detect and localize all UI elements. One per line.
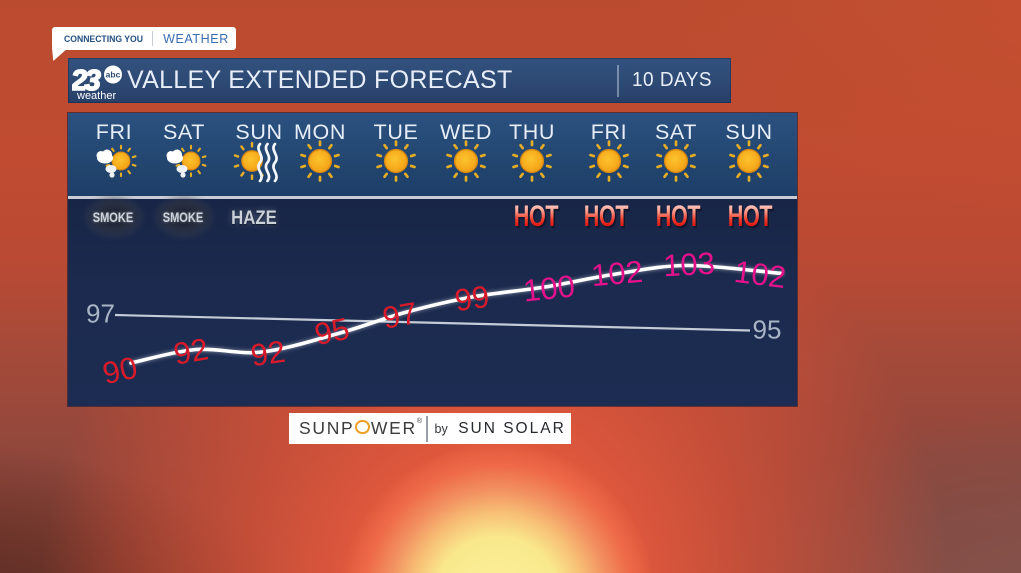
svg-text:weather: weather	[76, 90, 116, 101]
svg-text:abc: abc	[106, 70, 121, 80]
